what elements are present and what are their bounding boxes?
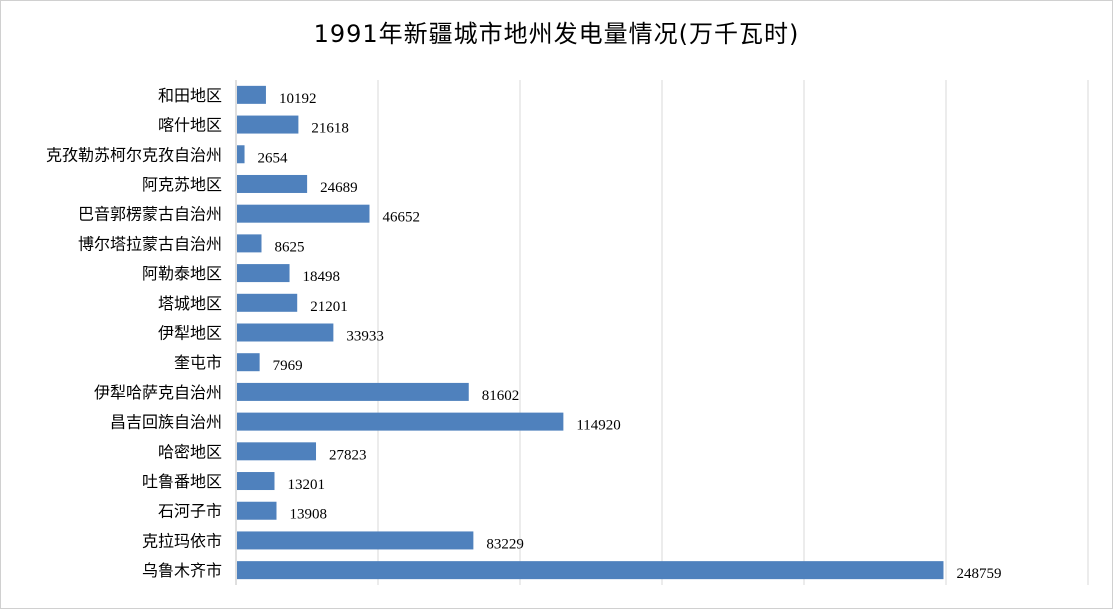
category-label: 克拉玛依市 (142, 531, 222, 550)
bar (237, 264, 290, 283)
bar (237, 323, 334, 342)
category-label: 博尔塔拉蒙古自治州 (78, 234, 222, 253)
data-label: 13908 (289, 507, 327, 523)
bar (237, 293, 298, 312)
chart-title: 1991年新疆城市地州发电量情况(万千瓦时) (313, 20, 800, 48)
category-label: 和田地区 (158, 86, 222, 105)
category-label: 阿克苏地区 (142, 175, 222, 194)
data-label: 7969 (273, 358, 303, 374)
gridlines (235, 80, 1089, 585)
bar (237, 472, 275, 491)
bar (237, 174, 308, 193)
bar (237, 234, 262, 253)
category-label: 喀什地区 (158, 116, 222, 135)
data-label: 33933 (346, 329, 384, 345)
data-label: 21201 (310, 299, 348, 315)
category-label: 哈密地区 (158, 442, 222, 461)
category-label: 巴音郭楞蒙古自治州 (78, 205, 222, 224)
bar (237, 442, 317, 461)
data-label: 248759 (956, 566, 1001, 582)
data-label: 81602 (482, 388, 520, 404)
data-label: 18498 (303, 269, 341, 285)
category-label: 阿勒泰地区 (142, 264, 222, 283)
labels: 和田地区 10192 喀什地区 21618 克孜勒苏柯尔克孜自治州 2654 阿克苏地区 24… (46, 86, 1001, 582)
bar (237, 501, 277, 520)
data-label: 83229 (486, 536, 524, 552)
data-label: 2654 (258, 150, 289, 166)
category-label: 伊犁地区 (158, 324, 222, 343)
category-label: 伊犁哈萨克自治州 (94, 383, 222, 402)
bar (237, 531, 474, 550)
category-label: 乌鲁木齐市 (142, 561, 222, 580)
data-label: 114920 (576, 418, 620, 434)
bar (237, 353, 260, 372)
data-label: 8625 (274, 239, 304, 255)
category-label: 克孜勒苏柯尔克孜自治州 (46, 145, 222, 164)
data-label: 21618 (311, 121, 349, 137)
data-label: 10192 (279, 91, 317, 107)
category-label: 昌吉回族自治州 (110, 413, 222, 432)
data-label: 13201 (287, 477, 325, 493)
data-label: 24689 (320, 180, 358, 196)
bar (237, 204, 370, 223)
category-label: 石河子市 (158, 502, 222, 521)
category-label: 奎屯市 (174, 353, 222, 372)
bar (237, 85, 266, 104)
bar (237, 115, 299, 134)
category-label: 吐鲁番地区 (142, 472, 222, 491)
bar (237, 561, 944, 580)
bar (237, 382, 469, 401)
data-label: 46652 (382, 210, 420, 226)
data-label: 27823 (329, 447, 367, 463)
bar (237, 412, 564, 431)
bars (237, 85, 944, 580)
bar (237, 145, 245, 164)
category-label: 塔城地区 (158, 294, 222, 313)
